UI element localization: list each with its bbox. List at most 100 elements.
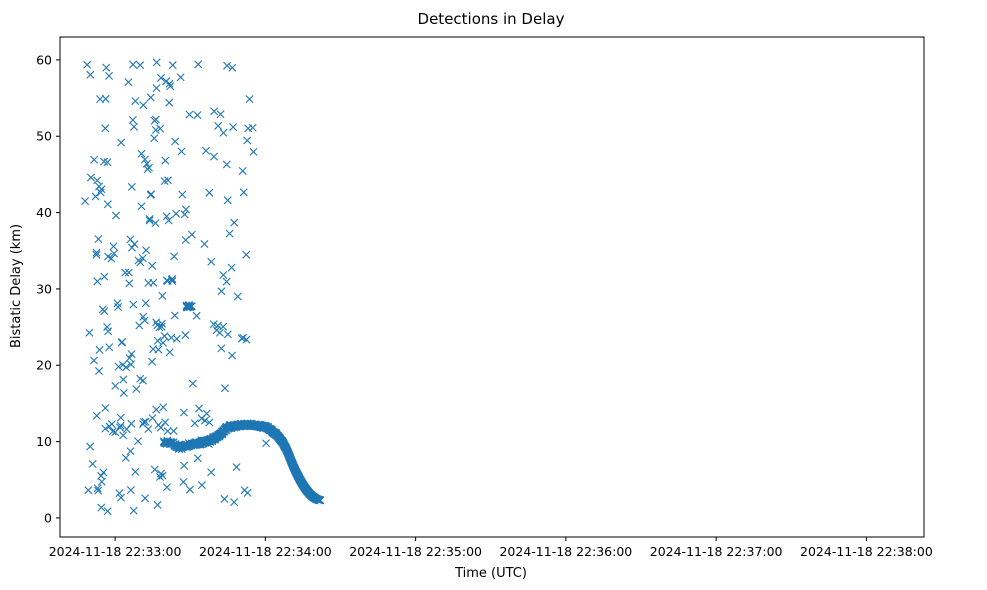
data-point xyxy=(107,420,116,429)
data-point xyxy=(130,240,139,249)
data-point xyxy=(137,149,146,158)
data-point xyxy=(152,405,161,414)
data-point xyxy=(248,123,257,132)
data-point xyxy=(115,489,124,498)
data-point xyxy=(105,343,114,352)
data-point xyxy=(219,128,228,137)
data-point xyxy=(166,82,175,91)
data-point xyxy=(187,302,196,311)
data-point xyxy=(168,61,177,70)
data-point xyxy=(104,327,113,336)
data-point xyxy=(124,268,133,277)
data-point xyxy=(129,506,138,515)
data-point xyxy=(136,258,145,267)
data-point xyxy=(223,61,232,70)
data-point xyxy=(228,351,237,360)
data-point xyxy=(176,73,185,82)
data-point xyxy=(172,334,181,343)
data-point xyxy=(171,137,180,146)
x-tick-label: 2024-11-18 22:36:00 xyxy=(499,544,632,559)
data-point xyxy=(81,197,90,206)
data-point xyxy=(202,409,211,418)
data-point xyxy=(107,254,116,263)
data-point xyxy=(161,418,170,427)
data-point xyxy=(148,414,157,423)
data-point xyxy=(232,463,241,472)
data-point xyxy=(151,219,160,228)
data-point xyxy=(249,147,258,156)
data-point xyxy=(163,427,172,436)
data-point xyxy=(223,330,232,339)
data-point xyxy=(151,125,160,134)
data-point xyxy=(215,328,224,337)
data-point xyxy=(152,58,161,67)
data-point xyxy=(148,357,157,366)
data-point xyxy=(194,60,203,69)
data-point xyxy=(160,332,169,341)
data-point xyxy=(207,468,216,477)
y-tick-label: 0 xyxy=(44,510,52,525)
data-point xyxy=(169,427,178,436)
data-point xyxy=(92,250,101,259)
data-point xyxy=(156,124,165,133)
data-point xyxy=(162,77,171,86)
x-tick-label: 2024-11-18 22:37:00 xyxy=(650,544,783,559)
data-point xyxy=(116,493,125,502)
data-point xyxy=(119,388,128,397)
data-point xyxy=(134,437,143,446)
data-point xyxy=(168,277,177,286)
data-point xyxy=(86,70,95,79)
data-point xyxy=(93,176,102,185)
data-point xyxy=(94,235,103,244)
data-point xyxy=(132,385,141,394)
data-point xyxy=(83,60,92,69)
data-point xyxy=(96,188,105,197)
data-point xyxy=(153,336,162,345)
data-point xyxy=(92,411,101,420)
data-point xyxy=(94,486,103,495)
data-point xyxy=(101,404,110,413)
data-point xyxy=(179,477,188,486)
data-point xyxy=(238,166,247,175)
data-point xyxy=(153,500,162,509)
data-point xyxy=(114,303,123,311)
data-point xyxy=(190,419,199,428)
data-point xyxy=(157,73,165,82)
data-point xyxy=(122,363,131,372)
data-point xyxy=(99,468,108,477)
data-point xyxy=(222,160,231,169)
data-point xyxy=(158,471,167,480)
data-point xyxy=(117,138,126,147)
data-point xyxy=(228,63,237,72)
data-point xyxy=(115,423,124,432)
data-point xyxy=(162,483,171,492)
data-point xyxy=(95,367,104,376)
data-point xyxy=(225,229,234,238)
data-point xyxy=(89,356,98,365)
data-point xyxy=(129,300,138,309)
data-point xyxy=(139,418,148,427)
data-point xyxy=(97,477,106,486)
data-point xyxy=(127,419,136,428)
data-point xyxy=(230,498,239,507)
data-point xyxy=(229,123,238,132)
plot-area: 0 10 20 30 40 50 60 2024-11-18 22:33:00 2024-11-… xyxy=(36,36,933,559)
data-point xyxy=(156,423,165,432)
data-point xyxy=(164,176,173,185)
data-point xyxy=(101,94,110,103)
data-point xyxy=(110,249,119,258)
data-point xyxy=(161,156,170,165)
data-point xyxy=(131,467,140,476)
data-point xyxy=(108,427,117,436)
data-point xyxy=(139,101,148,110)
data-point xyxy=(168,274,177,283)
y-tick-label: 40 xyxy=(36,205,52,220)
data-point xyxy=(195,404,204,413)
data-point xyxy=(116,413,125,422)
data-point xyxy=(90,155,99,164)
data-point xyxy=(242,335,251,344)
data-point xyxy=(141,299,150,308)
data-point xyxy=(200,416,209,425)
y-tick-label: 30 xyxy=(36,281,52,296)
data-point xyxy=(172,209,181,218)
